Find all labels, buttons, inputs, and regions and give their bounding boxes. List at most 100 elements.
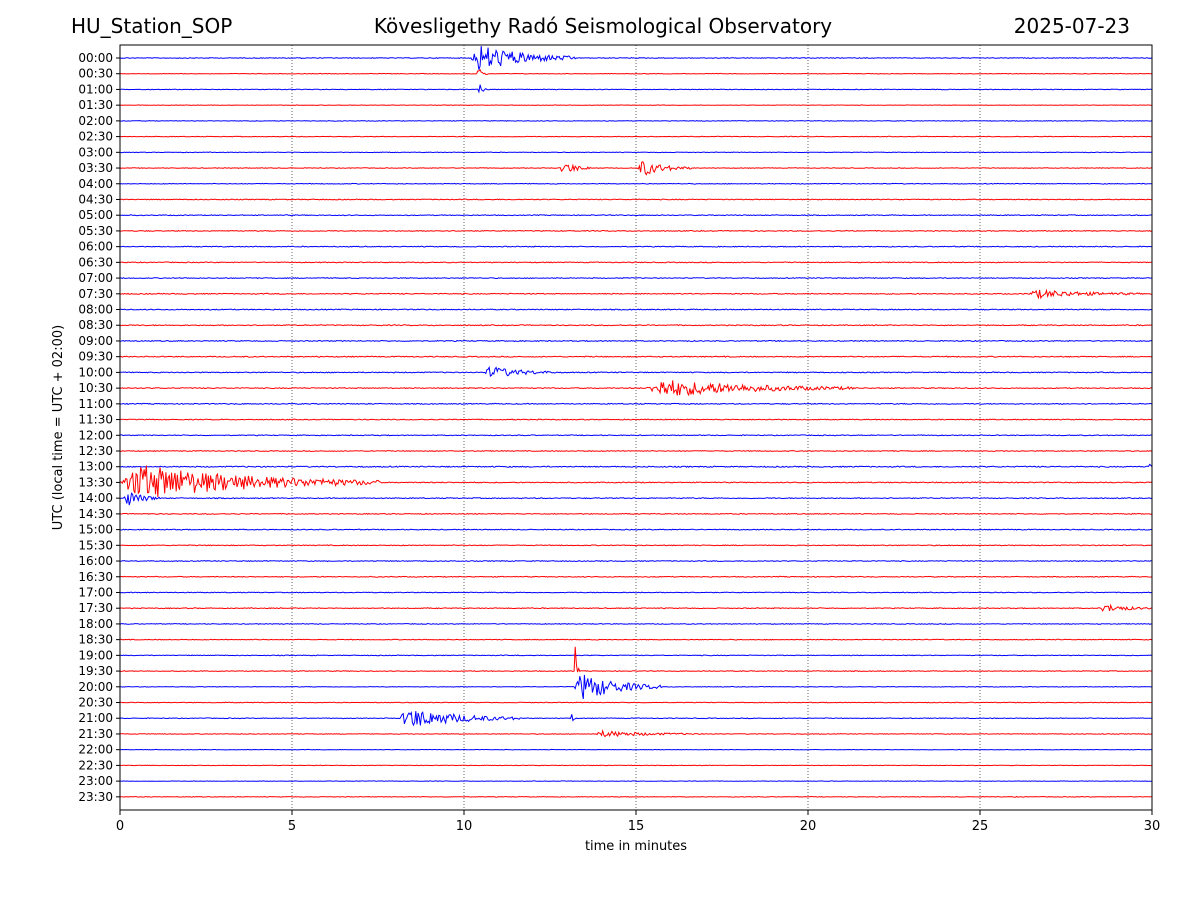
y-tick-label: 03:00: [78, 145, 113, 159]
x-tick-label: 25: [972, 819, 989, 834]
y-tick-label: 13:30: [78, 475, 113, 489]
y-tick-label: 23:30: [78, 790, 113, 804]
y-tick-label: 05:30: [78, 224, 113, 238]
y-tick-label: 19:30: [78, 664, 113, 678]
seismic-trace: [119, 764, 1153, 767]
y-tick-label: 04:00: [78, 177, 113, 191]
seismic-trace: [119, 245, 1153, 248]
seismic-trace: [119, 711, 1152, 727]
seismic-trace: [119, 324, 1152, 327]
y-tick-label: 07:00: [78, 271, 113, 285]
seismic-trace: [119, 646, 1153, 673]
seismic-trace: [119, 214, 1153, 217]
y-tick-label: 21:00: [78, 711, 113, 725]
seismic-trace: [119, 339, 1153, 343]
y-tick-label: 03:30: [78, 161, 113, 175]
y-tick-label: 08:30: [78, 318, 113, 332]
chart-title: Kövesligethy Radó Seismological Observat…: [373, 14, 833, 38]
seismic-trace: [119, 654, 1153, 657]
seismic-trace: [120, 449, 1153, 452]
seismic-trace: [119, 512, 1153, 515]
seismic-trace: [119, 161, 1152, 176]
seismic-trace: [120, 575, 1153, 578]
x-tick-label: 15: [628, 819, 645, 834]
seismic-trace: [119, 151, 1153, 154]
y-tick-label: 17:30: [78, 601, 113, 615]
x-tick-label: 10: [456, 819, 473, 834]
seismic-trace: [120, 434, 1153, 437]
y-tick-label: 16:00: [78, 554, 113, 568]
seismic-trace: [119, 528, 1153, 531]
y-tick-label: 18:00: [78, 617, 113, 631]
seismic-trace: [119, 104, 1153, 106]
seismic-trace: [119, 795, 1152, 798]
seismic-trace: [119, 728, 1153, 738]
y-tick-label: 22:30: [78, 758, 113, 772]
y-tick-label: 15:00: [78, 523, 113, 537]
y-tick-label: 09:30: [78, 350, 113, 364]
seismic-trace: [119, 560, 1152, 563]
seismic-trace: [119, 288, 1152, 300]
seismic-trace: [119, 463, 1153, 468]
x-axis-label: time in minutes: [585, 839, 687, 854]
y-tick-label: 02:00: [78, 114, 113, 128]
y-tick-label: 21:30: [78, 727, 113, 741]
y-tick-label: 22:00: [78, 743, 113, 757]
seismic-trace: [119, 68, 1153, 76]
seismic-trace: [119, 84, 1153, 94]
y-tick-label: 10:00: [78, 365, 113, 379]
seismic-trace: [119, 465, 1153, 497]
y-axis-label: UTC (local time = UTC + 02:00): [51, 325, 66, 530]
seismic-trace: [119, 198, 1153, 201]
y-tick-label: 12:30: [78, 444, 113, 458]
y-tick-label: 16:30: [78, 570, 113, 584]
x-tick-label: 0: [116, 819, 124, 834]
seismic-trace: [119, 135, 1153, 138]
seismic-trace: [119, 674, 1152, 700]
y-tick-label: 01:00: [78, 82, 113, 96]
seismic-trace: [119, 380, 1153, 397]
seismic-trace: [119, 182, 1153, 185]
y-tick-label: 23:00: [78, 774, 113, 788]
y-tick-label: 11:30: [78, 413, 113, 427]
x-tick-label: 5: [288, 819, 296, 834]
seismic-trace: [120, 365, 1152, 377]
seismic-trace: [119, 591, 1153, 594]
seismic-trace: [119, 748, 1153, 751]
seismic-trace: [119, 277, 1153, 280]
station-label: HU_Station_SOP: [71, 14, 233, 38]
y-tick-label: 20:30: [78, 696, 113, 710]
x-tick-label: 30: [1144, 819, 1161, 834]
y-tick-label: 19:00: [78, 648, 113, 662]
seismic-trace: [119, 544, 1153, 547]
y-tick-label: 12:00: [78, 428, 113, 442]
y-tick-label: 09:00: [78, 334, 113, 348]
y-tick-label: 11:00: [78, 397, 113, 411]
y-tick-label: 15:30: [78, 538, 113, 552]
y-tick-label: 17:00: [78, 585, 113, 599]
y-tick-label: 07:30: [78, 287, 113, 301]
seismic-trace: [119, 229, 1153, 232]
seismic-trace: [119, 308, 1153, 311]
y-tick-label: 00:00: [78, 51, 113, 65]
seismic-trace: [120, 701, 1153, 704]
y-tick-label: 06:30: [78, 255, 113, 269]
seismic-trace: [119, 418, 1153, 421]
seismic-trace: [119, 638, 1153, 641]
y-tick-label: 06:00: [78, 240, 113, 254]
seismic-trace: [119, 603, 1153, 612]
seismic-trace: [119, 492, 1153, 506]
y-tick-label: 18:30: [78, 633, 113, 647]
y-tick-label: 01:30: [78, 98, 113, 112]
y-tick-label: 04:30: [78, 192, 113, 206]
y-tick-label: 05:00: [78, 208, 113, 222]
seismic-trace: [119, 120, 1153, 122]
seismic-trace: [119, 402, 1153, 405]
seismic-trace: [119, 261, 1152, 264]
y-tick-label: 10:30: [78, 381, 113, 395]
seismic-trace: [119, 780, 1153, 782]
y-tick-label: 00:30: [78, 67, 113, 81]
y-tick-label: 14:00: [78, 491, 113, 505]
y-tick-label: 13:00: [78, 460, 113, 474]
